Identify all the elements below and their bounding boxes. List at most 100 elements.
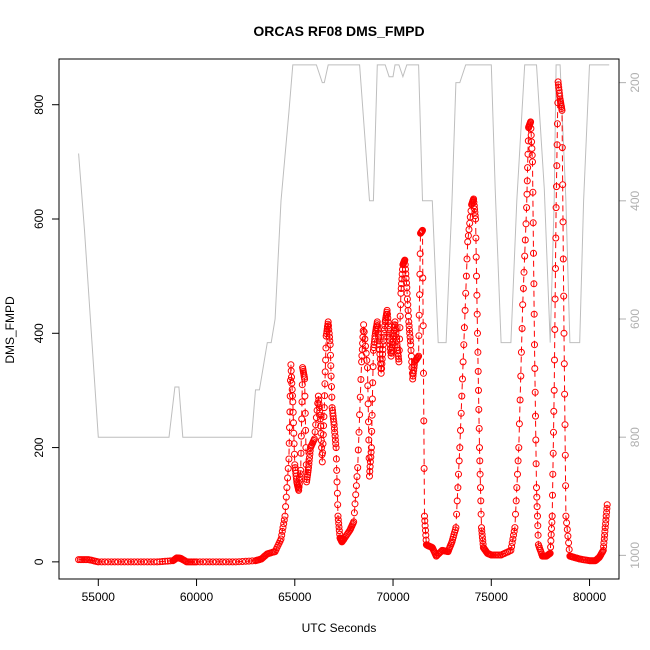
- series-0-point: [383, 306, 391, 314]
- series-0-point: [601, 524, 609, 532]
- series-0-point: [295, 483, 303, 491]
- series-0-point: [552, 265, 559, 272]
- series-0-point: [334, 516, 342, 524]
- series-0-point: [563, 519, 571, 527]
- series-0-point: [477, 497, 485, 505]
- series-0-point: [312, 421, 320, 429]
- series-0-point: [529, 219, 537, 227]
- series-0-point: [462, 289, 470, 297]
- y-tick-label: 200: [32, 437, 46, 457]
- series-0-point: [153, 558, 161, 566]
- series-0-point: [302, 426, 310, 434]
- series-0-point: [396, 335, 404, 343]
- series-0-point: [362, 342, 369, 350]
- series-0-point: [550, 407, 558, 415]
- x-tick-label: 65000: [278, 590, 312, 604]
- series-0-point: [306, 447, 314, 455]
- series-0-point: [561, 390, 569, 398]
- series-0-point: [453, 497, 461, 505]
- y-tick-label: 400: [32, 323, 46, 343]
- series-0-point: [455, 470, 462, 478]
- series-0-point: [421, 522, 429, 530]
- series-0-point: [479, 537, 487, 545]
- series-0-point: [508, 539, 516, 547]
- series-0-point: [330, 418, 338, 426]
- x-axis: 55000 60000 65000 70000 75000 80000: [82, 578, 607, 604]
- series-0-point: [375, 333, 383, 341]
- series-0-point: [533, 484, 540, 492]
- series-0-point: [378, 360, 386, 368]
- series-0-point: [332, 440, 340, 448]
- series-0-point: [514, 470, 521, 478]
- series-0-point: [143, 558, 151, 566]
- series-0-point: [509, 535, 517, 543]
- series-0-point: [457, 426, 464, 434]
- series-0-point: [470, 195, 478, 203]
- series-0-point: [420, 417, 428, 425]
- series-0-point: [295, 486, 303, 494]
- series-0-point: [303, 478, 311, 486]
- x-tick-label: 55000: [82, 590, 116, 604]
- series-0-point: [415, 311, 423, 319]
- series-0-point: [421, 517, 429, 525]
- series-0-point: [378, 355, 386, 363]
- series-0-point: [533, 493, 541, 501]
- series-1-line: [78, 64, 610, 438]
- series-0-point: [315, 404, 323, 412]
- series-0-point: [327, 362, 335, 370]
- series-0-point: [601, 527, 609, 535]
- series-0-point: [513, 484, 521, 492]
- series-0-point: [384, 310, 391, 318]
- series-0-point: [530, 280, 538, 288]
- series-0-point: [523, 177, 531, 185]
- series-0-point: [320, 404, 328, 412]
- series-0-point: [527, 125, 535, 132]
- series-0-point: [377, 369, 385, 377]
- series-0-point: [365, 436, 373, 444]
- series-0-point: [406, 333, 414, 341]
- series-0-point: [457, 409, 465, 417]
- series-0-point: [322, 356, 330, 364]
- series-0-point: [531, 341, 538, 349]
- series-0-point: [532, 460, 540, 468]
- series-0-point: [420, 465, 428, 472]
- series-0-point: [527, 131, 535, 139]
- series-0-point: [304, 468, 312, 476]
- series-0-point: [414, 353, 422, 361]
- series-0-point: [278, 527, 286, 535]
- series-0-point: [551, 326, 559, 333]
- series-0-point: [320, 422, 328, 430]
- series-0-point: [401, 256, 409, 264]
- series-0-point: [290, 419, 297, 427]
- series-0-point: [379, 346, 387, 353]
- series-0-point: [422, 526, 429, 534]
- series-0-point: [295, 480, 303, 488]
- series-0-point: [515, 420, 523, 428]
- y-tick-label: 800: [32, 94, 46, 114]
- series-0-point: [332, 444, 340, 452]
- series-0-point: [156, 558, 164, 566]
- series-0-point: [560, 292, 568, 300]
- series-0-point: [508, 543, 516, 551]
- series-0-point: [516, 396, 524, 404]
- series-0-point: [326, 333, 333, 341]
- series-0-point: [602, 512, 610, 520]
- series-0-point: [306, 450, 314, 458]
- series-0-point: [378, 365, 386, 372]
- series-0-point: [282, 503, 290, 511]
- chart-title: ORCAS RF08 DMS_FMPD: [253, 23, 424, 39]
- series-0-point: [104, 558, 112, 566]
- right-axis-series-layer: [78, 64, 610, 438]
- series-0-point: [321, 392, 329, 400]
- series-0-point: [478, 524, 485, 532]
- series-0-point: [242, 557, 250, 565]
- series-0-point: [354, 446, 362, 454]
- series-0-point: [558, 144, 566, 152]
- series-0-point: [222, 558, 230, 566]
- series-0-point: [553, 120, 561, 128]
- series-0-point: [320, 413, 328, 421]
- series-0-point: [553, 183, 560, 191]
- series-0-point: [316, 407, 324, 415]
- series-0-point: [321, 380, 329, 388]
